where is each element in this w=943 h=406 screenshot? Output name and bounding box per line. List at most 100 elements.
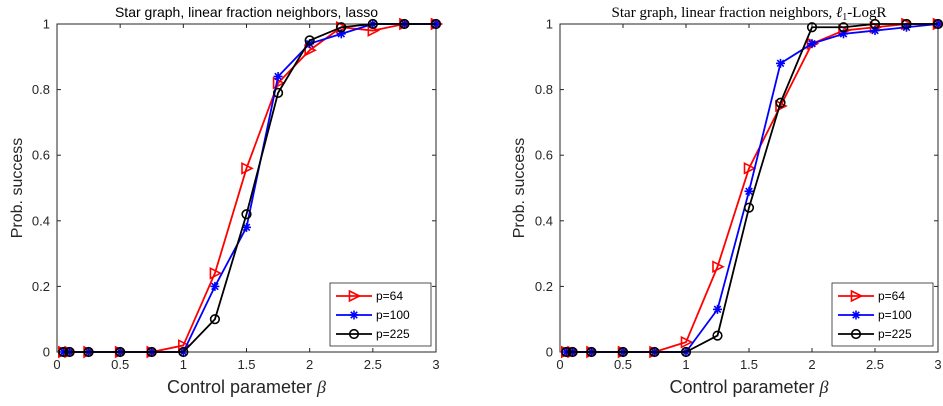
data-point — [743, 202, 755, 213]
series-layer — [560, 17, 943, 359]
x-axis: 0 0.5 1 1.5 2 2.5 3 — [53, 24, 440, 372]
y-tick-label: 1 — [546, 17, 553, 32]
y-tick-label: 0.2 — [32, 279, 50, 294]
data-point — [241, 209, 252, 220]
circle-marker — [561, 346, 572, 358]
legend-entry-p100: p=100 — [376, 308, 410, 322]
x-tick-label: 2.5 — [866, 357, 884, 372]
x-tick-label: 2 — [306, 357, 313, 372]
x-tick-label: 1 — [180, 357, 187, 372]
series-p225 — [561, 18, 943, 358]
circle-marker — [850, 328, 862, 340]
asterisk-stroke — [305, 39, 314, 48]
y-axis-label: Prob. success — [511, 138, 528, 238]
circle-marker — [586, 346, 597, 358]
legend-sample — [336, 328, 372, 340]
asterisk-stroke — [211, 282, 219, 291]
subscript-one: 1 — [842, 12, 847, 23]
circle-marker — [336, 22, 347, 33]
data-point — [713, 304, 722, 314]
x-tick-label: 0.5 — [111, 357, 129, 372]
legend-entry-p225: p=225 — [376, 327, 410, 341]
y-tick-label: 0.8 — [535, 82, 553, 97]
data-point — [209, 266, 223, 280]
circle-marker — [775, 97, 786, 108]
x-tick-label: 2 — [808, 357, 815, 372]
legend: p=64 p=100 p=225 — [831, 282, 934, 347]
series-layer — [58, 17, 444, 359]
asterisk-stroke — [713, 305, 722, 314]
data-point — [115, 346, 126, 358]
circle-marker — [869, 18, 881, 30]
data-point — [561, 346, 572, 358]
circle-marker — [838, 22, 849, 33]
data-point — [776, 58, 785, 68]
x-axis-label-text: Control parameter — [669, 377, 819, 397]
circle-marker — [680, 346, 692, 358]
legend-entry-p64: p=64 — [878, 289, 905, 303]
triangle-marker — [743, 162, 757, 175]
data-point — [586, 346, 597, 358]
data-point — [209, 314, 221, 325]
circle-marker — [83, 346, 94, 358]
legend-sample — [336, 289, 372, 303]
circle-marker — [58, 346, 69, 358]
data-point — [83, 346, 94, 358]
series-line — [566, 23, 938, 353]
legend-marker — [349, 310, 359, 320]
series-line — [63, 23, 436, 353]
legend-marker — [348, 289, 362, 303]
x-tick-label: 2.5 — [364, 357, 382, 372]
circle-marker — [567, 346, 578, 358]
data-point — [367, 18, 378, 30]
legend-sample — [838, 310, 874, 320]
triangle-marker — [241, 162, 254, 175]
circle-marker — [743, 202, 755, 213]
series-p225 — [58, 18, 442, 358]
asterisk-stroke — [745, 187, 753, 196]
legend-sample — [838, 289, 874, 303]
data-point — [838, 22, 849, 33]
asterisk-stroke — [274, 72, 282, 81]
x-tick-label: 1 — [682, 357, 689, 372]
x-tick-label: 0.5 — [614, 357, 632, 372]
data-point — [430, 18, 442, 30]
data-point — [712, 260, 725, 274]
y-tick-label: 0.4 — [535, 213, 553, 228]
x-tick-label: 3 — [432, 357, 439, 372]
legend: p=64 p=100 p=225 — [329, 282, 432, 347]
data-point — [806, 22, 818, 33]
circle-marker — [430, 18, 442, 30]
chart-title-text: Star graph, linear fraction neighbors, — [612, 5, 837, 21]
y-tick-label: 0 — [546, 345, 553, 360]
data-point — [146, 346, 157, 358]
data-point — [58, 346, 69, 358]
legend-sample — [838, 328, 874, 340]
data-point — [273, 71, 283, 81]
circle-marker — [806, 22, 818, 33]
circle-marker — [115, 346, 126, 358]
circle-marker — [209, 314, 221, 325]
triangle-marker — [712, 260, 725, 274]
circle-marker — [932, 18, 943, 30]
x-axis-label-text: Control parameter — [167, 377, 317, 397]
data-point — [567, 346, 578, 358]
y-tick-label: 0.8 — [32, 82, 50, 97]
data-point — [901, 18, 912, 30]
circle-marker — [712, 330, 723, 341]
circle-marker — [399, 18, 410, 30]
data-point — [807, 39, 817, 49]
data-point — [241, 162, 254, 175]
legend-marker — [850, 289, 864, 303]
x-tick-label: 0 — [53, 357, 60, 372]
data-point — [680, 346, 692, 358]
asterisk-stroke — [776, 59, 785, 68]
data-point — [272, 87, 284, 98]
chart-panel-lasso: Star graph, linear fraction neighbors, l… — [9, 4, 444, 397]
chart-title: Star graph, linear fraction neighbors, l… — [115, 4, 378, 20]
x-axis: 0 0.5 1 1.5 2 2.5 3 — [556, 24, 942, 372]
y-tick-label: 0.6 — [535, 148, 553, 163]
asterisk-stroke — [902, 23, 911, 32]
x-axis-label: Control parameter β — [669, 377, 828, 397]
data-point — [210, 281, 220, 291]
